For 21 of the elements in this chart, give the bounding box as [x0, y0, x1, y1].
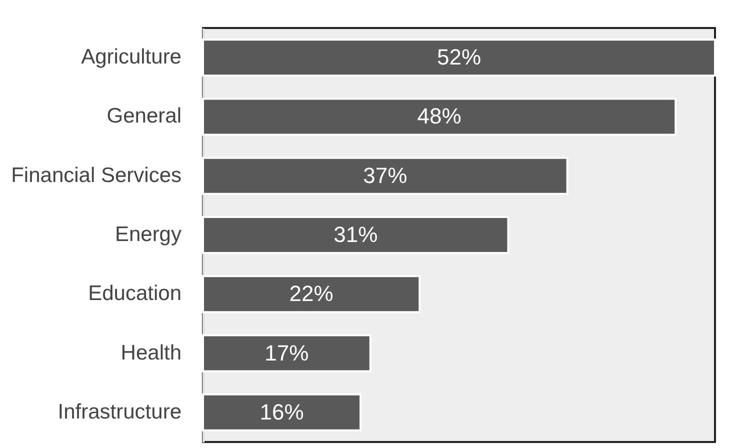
data-label: 31% [334, 222, 378, 247]
data-label: 22% [289, 281, 334, 306]
bar [202, 216, 510, 254]
y-tick-label: Agriculture [81, 46, 182, 69]
y-tick-label: Education [88, 282, 182, 306]
data-label: 37% [363, 162, 408, 188]
y-tick-label: Health [120, 341, 182, 364]
data-label: 16% [260, 399, 304, 424]
data-label: 52% [436, 44, 482, 70]
bar [202, 275, 421, 314]
y-tick-label: Energy [114, 223, 182, 246]
bar [202, 334, 372, 372]
bar [202, 156, 568, 195]
y-tick-label: Financial Services [11, 164, 182, 187]
data-label: 48% [417, 104, 462, 129]
data-label: 17% [264, 340, 309, 366]
bar [202, 393, 362, 432]
bar [202, 98, 677, 136]
bar [202, 38, 716, 77]
y-tick-label: General [106, 104, 182, 128]
y-tick-label: Infrastructure [58, 400, 182, 424]
